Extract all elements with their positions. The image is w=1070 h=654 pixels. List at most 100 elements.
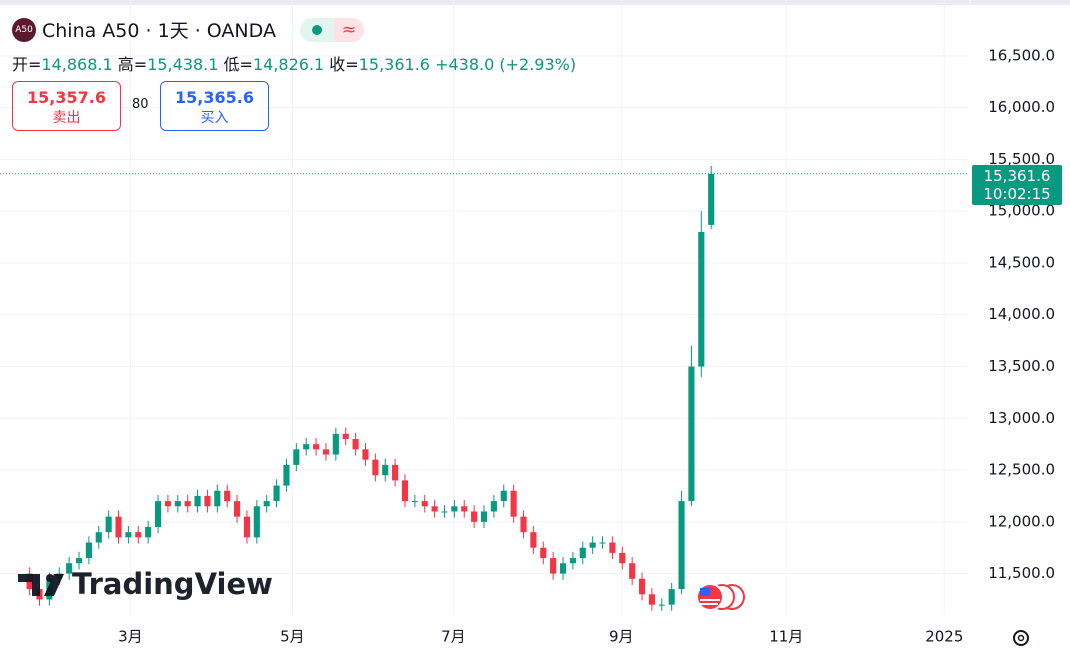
candle-body: [303, 444, 310, 450]
x-tick-label: 7月: [441, 628, 466, 646]
candle-body: [243, 516, 251, 538]
settings-button[interactable]: [1013, 630, 1029, 646]
last-price: 15,361.6: [983, 166, 1051, 185]
candle-body: [164, 501, 171, 507]
candle-body: [510, 490, 517, 517]
value: 14,868.1: [41, 55, 113, 74]
sell-price: 15,357.6: [27, 88, 106, 107]
candle-body: [401, 480, 409, 502]
label: 低=: [223, 55, 253, 74]
candle-body: [569, 558, 576, 564]
value: 14,826.1: [252, 55, 325, 74]
y-tick-label: 13,500.0: [988, 357, 1055, 375]
symbol-badge: A50: [12, 17, 36, 42]
candle-body: [688, 366, 695, 502]
event-icons[interactable]: [696, 583, 745, 611]
buy-button[interactable]: 15,365.6 买入: [160, 81, 269, 131]
logo-dot: [46, 574, 54, 582]
candle-body: [273, 485, 280, 502]
y-tick-label: 16,000.0: [988, 98, 1055, 116]
candle-body: [322, 449, 330, 455]
symbol-title[interactable]: China A50 · 1天 · OANDA: [42, 20, 276, 42]
gear-center: [1017, 634, 1025, 642]
candle-body: [411, 501, 418, 503]
candle-body: [500, 490, 507, 502]
y-tick-label: 12,500.0: [988, 461, 1055, 479]
candle-body: [204, 495, 211, 507]
candle-body: [66, 563, 73, 574]
flag-canton: [700, 588, 710, 596]
sell-label: 卖出: [52, 110, 81, 126]
candle-body: [135, 532, 142, 538]
candle-body: [609, 542, 616, 553]
x-tick-label: 9月: [609, 628, 634, 646]
candle-body: [698, 231, 705, 367]
candle-body: [451, 506, 458, 512]
candle-body: [619, 552, 626, 564]
logo-text: TradingView: [72, 567, 273, 601]
x-tick-label: 2025: [925, 628, 963, 646]
watermark: TradingView: [18, 567, 273, 601]
candle-body: [629, 563, 636, 579]
candle-body: [392, 464, 399, 481]
candle-body: [263, 501, 270, 507]
candle-body: [589, 542, 596, 548]
candle-body: [382, 464, 389, 476]
candle-body: [431, 506, 438, 512]
candle-body: [184, 501, 191, 507]
candle-body: [480, 511, 488, 522]
candle-body: [174, 501, 181, 507]
x-tick-label: 5月: [280, 628, 305, 646]
candle-body: [441, 511, 448, 513]
x-tick-label: 3月: [118, 628, 143, 646]
candle-body: [599, 542, 606, 544]
event-icon[interactable]: [696, 583, 724, 611]
y-tick-label: 13,000.0: [988, 409, 1055, 427]
candle-body: [530, 532, 537, 548]
candle-body: [668, 589, 675, 605]
y-tick-label: 12,000.0: [988, 512, 1055, 530]
label: 开=: [12, 55, 42, 74]
buy-price: 15,365.6: [175, 88, 254, 107]
ohlc-row: 开=14,868.1 高=15,438.1 低=14,826.1 收=15,36…: [12, 51, 576, 75]
spread: 80: [132, 97, 149, 112]
countdown: 10:02:15: [983, 184, 1051, 203]
value: 15,438.1: [147, 55, 219, 74]
candle-body: [362, 449, 369, 460]
candle-body: [313, 444, 320, 450]
candle-body: [579, 547, 586, 559]
status-open[interactable]: [299, 17, 334, 42]
candle-body: [520, 516, 527, 533]
symbol-row: A50 China A50 · 1天 · OANDA ≈: [12, 16, 364, 43]
y-tick-label: 11,500.0: [988, 564, 1055, 582]
candle-body: [194, 495, 201, 507]
y-tick-label: 14,000.0: [988, 305, 1055, 323]
candle-body: [638, 578, 646, 595]
label: 高=: [117, 55, 148, 74]
buy-label: 买入: [200, 110, 229, 126]
candle-body: [154, 501, 162, 527]
candle-body: [342, 433, 349, 439]
top-bar: [0, 0, 1070, 5]
candle-body: [421, 501, 428, 507]
y-tick-label: 16,500.0: [988, 46, 1055, 64]
y-tick-label: 15,000.0: [988, 202, 1055, 220]
candle-body: [550, 558, 557, 574]
y-tick-label: 14,500.0: [988, 253, 1055, 271]
gear[interactable]: [1013, 630, 1029, 646]
candle-body: [283, 464, 290, 486]
candle-body: [372, 459, 379, 476]
sell-button[interactable]: 15,357.6 卖出: [12, 81, 121, 131]
status-delay[interactable]: ≈: [333, 17, 364, 42]
candle-body: [471, 511, 478, 522]
flag-stripes: [700, 599, 720, 605]
candle-body: [658, 604, 665, 606]
candle-body: [540, 547, 547, 559]
candle-body: [145, 526, 152, 538]
status-dot: [311, 24, 322, 35]
change: +438.0 (+2.93%): [435, 55, 577, 74]
candle-body: [332, 433, 339, 455]
candle-body: [490, 501, 497, 512]
